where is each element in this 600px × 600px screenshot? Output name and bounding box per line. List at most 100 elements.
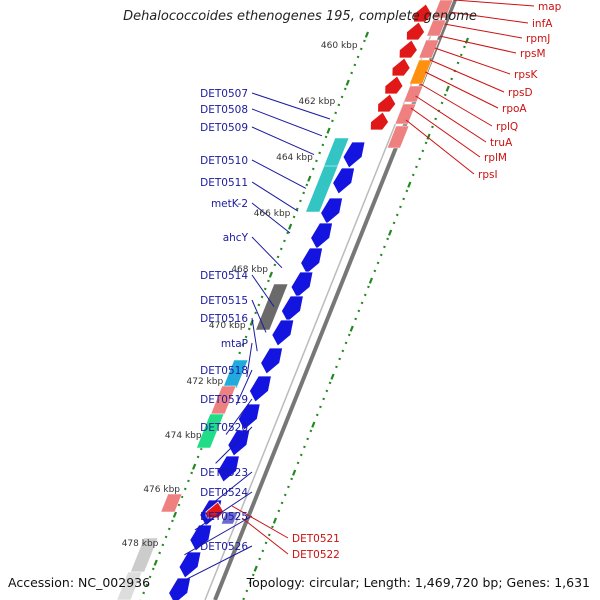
leader-line-right bbox=[444, 23, 523, 39]
leader-line-right bbox=[449, 11, 529, 24]
tick-dot-line-inner bbox=[158, 551, 162, 555]
tick-dot-line-outer bbox=[280, 501, 284, 505]
tick-dot-line-inner bbox=[196, 455, 200, 459]
tick-dot-line-outer bbox=[322, 397, 326, 401]
gene-label-right: rpsM bbox=[520, 48, 546, 60]
tick-dot-line-outer bbox=[464, 37, 470, 44]
tick-dot-line-outer bbox=[426, 133, 431, 140]
tick-dot-line-outer bbox=[376, 261, 380, 265]
cog-bar bbox=[305, 165, 339, 213]
tick-dot-line-outer bbox=[296, 461, 300, 465]
gene-label-right: truA bbox=[490, 137, 513, 149]
tick-dot-line-inner bbox=[142, 591, 146, 595]
kbp-tick-label: 474 kbp bbox=[165, 431, 202, 441]
forward-gene-arrow bbox=[320, 197, 344, 225]
leader-line-left bbox=[251, 317, 258, 352]
tick-dot-line-outer bbox=[299, 453, 303, 457]
gene-label-left: DET0523 bbox=[200, 467, 248, 479]
reverse-gene-arrow bbox=[384, 75, 404, 95]
tick-dot-line-outer bbox=[315, 413, 319, 417]
gene-label-left: DET0508 bbox=[200, 104, 248, 116]
tick-dot-line-inner bbox=[153, 559, 158, 566]
tick-dot-line-outer bbox=[271, 525, 274, 529]
tick-dot-line-outer bbox=[311, 421, 316, 428]
tick-dot-line-inner bbox=[267, 279, 270, 283]
tick-dot-line-outer bbox=[328, 381, 332, 385]
tick-dot-line-inner bbox=[145, 583, 149, 587]
tick-dot-line-inner bbox=[148, 575, 152, 579]
forward-gene-arrow bbox=[260, 347, 284, 375]
tick-dot-line-inner bbox=[164, 535, 168, 539]
tick-dot-line-inner bbox=[273, 263, 277, 267]
tick-dot-line-outer bbox=[253, 565, 258, 572]
tick-dot-line-outer bbox=[459, 53, 463, 57]
tick-dot-line-inner bbox=[299, 199, 302, 203]
tick-dot-line-outer bbox=[330, 373, 335, 380]
tick-dot-line-inner bbox=[279, 247, 283, 251]
tick-dot-line-inner bbox=[364, 31, 370, 38]
tick-dot-line-outer bbox=[309, 429, 313, 433]
tick-dot-line-inner bbox=[363, 39, 366, 43]
reverse-gene-arrow bbox=[398, 39, 418, 59]
tick-dot-line-inner bbox=[318, 151, 322, 155]
gene-label-left: DET0520 bbox=[200, 422, 248, 434]
leader-line-right bbox=[410, 107, 481, 158]
forward-gene-arrow bbox=[342, 141, 366, 169]
leader-line-left bbox=[246, 342, 253, 378]
tick-dot-line-inner bbox=[190, 471, 194, 475]
leader-line-right bbox=[439, 35, 517, 54]
leader-line-left bbox=[173, 545, 253, 587]
tick-dot-line-outer bbox=[367, 285, 370, 289]
kbp-tick-label: 478 kbp bbox=[122, 539, 159, 549]
tick-dot-line-outer bbox=[335, 365, 338, 369]
tick-dot-line-outer bbox=[261, 549, 265, 553]
leader-line-lower-right bbox=[231, 505, 289, 539]
leader-line-right bbox=[453, 0, 535, 7]
cog-bar bbox=[160, 493, 183, 513]
cog-bar bbox=[116, 571, 143, 600]
tick-dot-line-outer bbox=[392, 221, 396, 225]
tick-dot-line-outer bbox=[386, 237, 390, 241]
tick-dot-line-outer bbox=[248, 581, 252, 585]
gene-label-left: ahcY bbox=[223, 232, 249, 244]
tick-dot-line-outer bbox=[267, 533, 271, 537]
cog-bar-reverse bbox=[418, 39, 440, 59]
gene-label-left: DET0518 bbox=[200, 365, 248, 377]
tick-dot-line-outer bbox=[363, 293, 367, 297]
gene-label-right: rplQ bbox=[496, 121, 518, 133]
tick-dot-line-inner bbox=[288, 223, 293, 230]
gene-label-left: DET0516 bbox=[200, 313, 248, 325]
forward-gene-arrow bbox=[227, 429, 251, 457]
kbp-tick-label: 460 kbp bbox=[321, 41, 358, 51]
tick-dot-line-inner bbox=[324, 135, 328, 139]
reverse-gene-arrow bbox=[413, 3, 433, 23]
tick-dot-line-outer bbox=[383, 245, 386, 249]
tick-dot-line-inner bbox=[263, 287, 267, 291]
leader-line-left bbox=[251, 159, 307, 189]
cog-bar-reverse bbox=[403, 85, 424, 103]
gene-label-left: DET0510 bbox=[200, 155, 248, 167]
tick-dot-line-inner bbox=[302, 191, 306, 195]
map-title: Dehalococcoides ethenogenes 195, complet… bbox=[123, 9, 477, 24]
tick-dot-line-outer bbox=[463, 45, 466, 49]
cog-bar-reverse bbox=[408, 59, 433, 85]
tick-dot-line-outer bbox=[360, 301, 364, 305]
tick-dot-line-outer bbox=[368, 277, 374, 284]
gene-label-left: DET0515 bbox=[200, 295, 248, 307]
kbp-tick-label: 464 kbp bbox=[276, 153, 313, 163]
tick-dot-line-inner bbox=[192, 463, 197, 470]
tick-dot-line-outer bbox=[338, 357, 342, 361]
tick-dot-line-outer bbox=[411, 173, 415, 177]
tick-dot-line-outer bbox=[440, 101, 444, 105]
kbp-tick-label: 470 kbp bbox=[209, 321, 246, 331]
reverse-gene-arrow bbox=[369, 111, 390, 131]
leader-line-left bbox=[251, 108, 323, 137]
tick-dot-line-outer bbox=[418, 157, 422, 161]
forward-gene-arrow bbox=[280, 295, 304, 323]
tick-dot-line-inner bbox=[321, 143, 325, 147]
leader-line-right bbox=[415, 95, 487, 143]
leader-line-left bbox=[204, 471, 253, 510]
leader-line-lower-right bbox=[241, 517, 289, 555]
leader-line-left bbox=[251, 299, 267, 333]
gene-label-left: mtaP bbox=[221, 338, 248, 350]
